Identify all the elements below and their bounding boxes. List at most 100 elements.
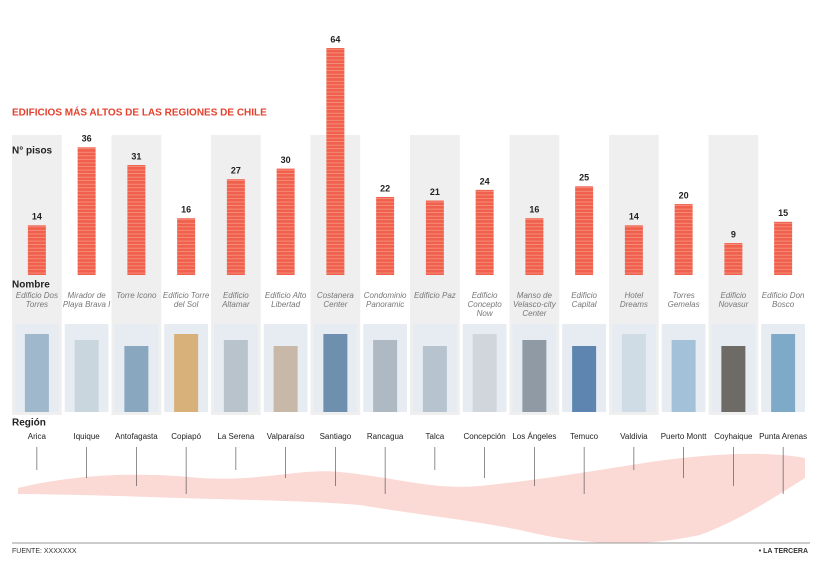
building-name: Condominio Panoramic (363, 291, 407, 309)
region-name: Los Ángeles (512, 432, 556, 441)
name-label-box: Condominio Panoramic (363, 291, 407, 309)
region-name: La Serena (217, 432, 254, 441)
building (174, 334, 199, 412)
building (124, 346, 149, 412)
value-label: 16 (181, 205, 191, 215)
bar (326, 48, 345, 275)
value-label: 14 (629, 212, 639, 222)
name-label-box: Edificio Alto Libertad (264, 291, 307, 309)
region-name: Puerto Montt (661, 432, 708, 441)
building (223, 340, 248, 412)
bar (425, 200, 444, 275)
value-label: 14 (32, 212, 42, 222)
building-name: Edificio Capital (571, 291, 598, 309)
name-label-box: Torre Icono (116, 291, 157, 300)
building-name: Hotel Dreams (619, 291, 648, 309)
name-label-box: Costanera Center (316, 291, 354, 309)
value-label: 27 (231, 166, 241, 176)
region-name: Rancagua (367, 432, 404, 441)
building-name: Edificio Dos Torres (15, 291, 58, 309)
building-name: Mirador de Playa Brava I (62, 291, 111, 309)
region-name: Temuco (570, 432, 599, 441)
building-name: Manso de Velasco-city Center (512, 291, 556, 318)
value-label: 21 (430, 187, 440, 197)
region-name: Copiapó (171, 432, 201, 441)
building-name: Edificio Torre del Sol (162, 291, 210, 309)
value-axis-label: N° pisos (12, 146, 53, 157)
region-name: Antofagasta (115, 432, 158, 441)
region-name: Talca (426, 432, 445, 441)
credit: • LA TERCERA (759, 548, 808, 555)
building (721, 346, 746, 412)
bar (376, 196, 395, 275)
bar (674, 204, 693, 275)
region-name: Valparaíso (267, 432, 305, 441)
value-label: 9 (731, 229, 736, 239)
region-name: Punta Arenas (759, 432, 807, 441)
bar (624, 225, 643, 275)
bar (77, 147, 96, 275)
building (621, 334, 646, 412)
name-label-box: Edificio Capital (571, 291, 598, 309)
bar (475, 189, 494, 275)
building (472, 334, 497, 412)
value-label: 15 (778, 208, 788, 218)
name-label-box: Edificio Dos Torres (15, 291, 58, 309)
bar (177, 218, 196, 275)
building-name: Torres Gemelas (667, 291, 700, 309)
region-name: Iquique (74, 432, 101, 441)
bar (27, 225, 46, 275)
region-label: Región (12, 418, 46, 429)
building (24, 334, 49, 412)
value-label: 22 (380, 183, 390, 193)
bar (724, 243, 743, 275)
building (273, 346, 298, 412)
chart-title: EDIFICIOS MÁS ALTOS DE LAS REGIONES DE C… (12, 106, 267, 119)
value-label: 16 (529, 205, 539, 215)
name-label-box: Torres Gemelas (667, 291, 700, 309)
name-label-box: Mirador de Playa Brava I (62, 291, 111, 309)
region-name: Concepción (464, 432, 506, 441)
bar (276, 168, 295, 275)
map (18, 453, 805, 544)
value-label: 20 (679, 190, 689, 200)
value-label: 24 (480, 176, 490, 186)
building-name: Edificio Altamar (222, 291, 250, 309)
building-name: Edificio Novasur (718, 291, 749, 309)
value-label: 64 (330, 34, 340, 44)
name-label-box: Edificio Novasur (718, 291, 749, 309)
value-label: 36 (82, 134, 92, 144)
building (323, 334, 348, 412)
region-name: Valdivia (620, 432, 648, 441)
region-name: Coyhaique (714, 432, 753, 441)
building-name: Edificio Alto Libertad (264, 291, 307, 309)
bar (525, 218, 544, 275)
name-label-box: Edificio Altamar (222, 291, 250, 309)
name-label-box: Edificio Concepto Now (467, 291, 502, 318)
value-label: 30 (281, 155, 291, 165)
name-label-box: Edificio Paz (414, 291, 456, 300)
building-name: Edificio Concepto Now (467, 291, 502, 318)
bar (575, 186, 594, 275)
name-label-box: Edificio Don Bosco (762, 291, 805, 309)
value-label: 25 (579, 173, 589, 183)
bar (774, 221, 793, 275)
building (422, 346, 447, 412)
region-name: Arica (28, 432, 47, 441)
building (771, 334, 796, 412)
source: FUENTE: XXXXXXX (12, 548, 77, 555)
name-label-box: Hotel Dreams (619, 291, 648, 309)
building (522, 340, 547, 412)
building (373, 340, 398, 412)
category-axis-label: Nombre (12, 280, 50, 291)
building (74, 340, 99, 412)
building-name: Costanera Center (316, 291, 354, 309)
building (572, 346, 597, 412)
building-name: Torre Icono (116, 291, 157, 300)
bar (226, 179, 245, 275)
region-name: Santiago (320, 432, 352, 441)
name-label-box: Manso de Velasco-city Center (512, 291, 556, 318)
bar (127, 165, 146, 275)
name-label-box: Edificio Torre del Sol (162, 291, 210, 309)
